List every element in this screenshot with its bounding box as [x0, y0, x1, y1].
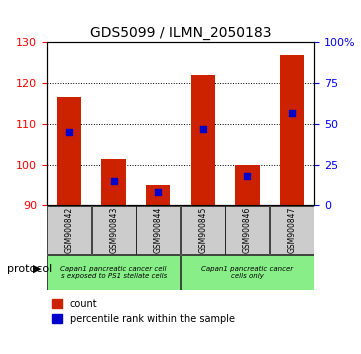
- Point: [66, 129, 72, 135]
- Point: [155, 189, 161, 195]
- Text: Capan1 pancreatic cancer
cells only: Capan1 pancreatic cancer cells only: [201, 266, 293, 279]
- Text: GSM900845: GSM900845: [198, 207, 207, 253]
- FancyBboxPatch shape: [136, 206, 180, 255]
- FancyBboxPatch shape: [47, 255, 180, 290]
- Text: GSM900843: GSM900843: [109, 207, 118, 253]
- Text: GSM900847: GSM900847: [287, 207, 296, 253]
- FancyBboxPatch shape: [181, 206, 225, 255]
- Title: GDS5099 / ILMN_2050183: GDS5099 / ILMN_2050183: [90, 26, 271, 40]
- FancyBboxPatch shape: [270, 206, 314, 255]
- Bar: [279, 55, 304, 205]
- Bar: [57, 97, 82, 205]
- Legend: count, percentile rank within the sample: count, percentile rank within the sample: [48, 295, 239, 328]
- Text: GSM900846: GSM900846: [243, 207, 252, 253]
- Point: [111, 178, 117, 184]
- Point: [244, 173, 250, 179]
- FancyBboxPatch shape: [226, 206, 269, 255]
- Text: ▶: ▶: [32, 264, 41, 274]
- Bar: [146, 185, 170, 205]
- Bar: [191, 75, 215, 205]
- FancyBboxPatch shape: [47, 206, 91, 255]
- Text: GSM900844: GSM900844: [154, 207, 163, 253]
- Text: GSM900842: GSM900842: [65, 207, 74, 253]
- Text: protocol: protocol: [7, 264, 52, 274]
- Bar: [235, 165, 260, 205]
- Point: [200, 126, 206, 132]
- FancyBboxPatch shape: [92, 206, 135, 255]
- FancyBboxPatch shape: [181, 255, 314, 290]
- Text: Capan1 pancreatic cancer cell
s exposed to PS1 stellate cells: Capan1 pancreatic cancer cell s exposed …: [60, 266, 167, 279]
- Point: [289, 110, 295, 115]
- Bar: [101, 159, 126, 205]
